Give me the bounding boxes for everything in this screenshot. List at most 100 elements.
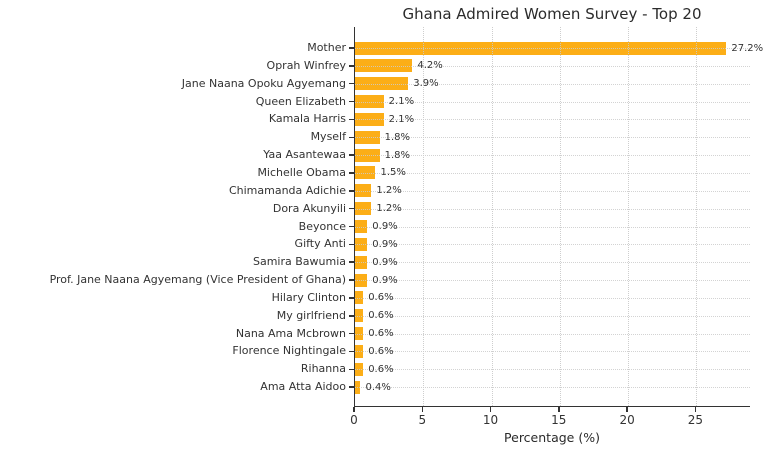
bar-value-label: 0.6% xyxy=(368,363,394,375)
y-tick-mark xyxy=(349,82,354,85)
bar-value-label: 1.5% xyxy=(380,167,406,179)
gridline-horizontal xyxy=(355,190,750,192)
bar-value-label: 2.1% xyxy=(388,113,415,125)
y-tick-mark xyxy=(349,243,354,246)
y-tick-mark xyxy=(349,368,354,371)
gridline-horizontal xyxy=(355,333,750,335)
y-tick-mark xyxy=(349,261,354,263)
y-tick-mark xyxy=(349,207,354,210)
category-label: Queen Elizabeth xyxy=(255,94,346,108)
bar-value-label: 0.9% xyxy=(372,274,398,286)
bar-value-label: 1.2% xyxy=(376,203,402,215)
y-tick-mark xyxy=(349,190,354,192)
y-tick-mark xyxy=(349,386,354,388)
bar-value-label: 3.9% xyxy=(413,78,439,90)
bar-value-label: 0.9% xyxy=(372,221,398,232)
bar-value-label: 0.9% xyxy=(372,238,398,250)
bar-value-label: 0.9% xyxy=(372,256,398,268)
category-label: Kamala Harris xyxy=(268,112,346,126)
category-label: Beyonce xyxy=(298,219,346,233)
x-tick-mark xyxy=(353,407,355,412)
x-tick-label: 0 xyxy=(350,413,358,427)
category-label: Prof. Jane Naana Agyemang (Vice Presiden… xyxy=(49,273,346,287)
y-tick-mark xyxy=(349,47,354,49)
category-label: Ama Atta Aidoo xyxy=(260,380,346,394)
bar-value-label: 0.6% xyxy=(368,345,394,357)
gridline-horizontal xyxy=(355,172,750,174)
bar-value-label: 1.2% xyxy=(376,185,402,197)
category-label: Myself xyxy=(310,130,346,144)
gridline-horizontal xyxy=(355,83,750,85)
category-label: Hilary Clinton xyxy=(271,290,346,304)
category-label: Chimamanda Adichie xyxy=(228,183,346,197)
gridline-horizontal xyxy=(355,280,750,282)
category-label: Oprah Winfrey xyxy=(266,58,346,72)
x-tick-label: 10 xyxy=(482,413,499,427)
gridline-vertical xyxy=(559,27,561,406)
gridline-horizontal xyxy=(355,137,750,139)
gridline-horizontal xyxy=(355,244,750,246)
gridline-vertical xyxy=(628,27,630,406)
bar-value-label: 2.1% xyxy=(388,96,415,108)
x-tick-mark xyxy=(489,407,492,412)
category-label: Florence Nightingale xyxy=(232,344,346,358)
category-label: My girlfriend xyxy=(276,308,346,322)
category-label: Gifty Anti xyxy=(294,237,346,251)
gridline-horizontal xyxy=(355,48,750,49)
y-tick-mark xyxy=(349,154,354,156)
bar-value-label: 0.6% xyxy=(368,310,394,322)
plot-area: 27.2% 4.2% 3.9% 2.1% 2.1% 1.8% 1.8% 1.5% 1.2% 1.2… xyxy=(354,27,763,407)
gridline-horizontal xyxy=(355,387,750,389)
x-tick-label: 5 xyxy=(418,413,427,427)
category-label: Nana Ama Mcbrown xyxy=(235,326,346,340)
gridline-horizontal xyxy=(355,262,750,264)
category-label: Rihanna xyxy=(300,362,346,376)
category-label: Dora Akunyili xyxy=(272,201,346,215)
gridline-vertical xyxy=(423,27,425,406)
y-tick-mark xyxy=(349,350,354,353)
gridline-horizontal xyxy=(355,297,750,299)
y-tick-mark xyxy=(349,315,354,317)
gridline-horizontal xyxy=(355,119,750,121)
y-tick-mark xyxy=(349,65,354,67)
x-tick-label: 15 xyxy=(551,413,567,427)
gridline-horizontal xyxy=(355,351,750,353)
category-label: Yaa Asantewaa xyxy=(263,148,346,162)
y-tick-mark xyxy=(349,100,354,103)
gridline-vertical xyxy=(696,27,698,406)
gridline-horizontal xyxy=(355,369,750,371)
y-tick-mark xyxy=(349,279,354,281)
bar-value-label: 0.6% xyxy=(368,328,394,340)
x-tick-label: 20 xyxy=(619,413,635,427)
bar-value-label: 27.2% xyxy=(731,42,764,54)
bar-value-label: 1.8% xyxy=(384,149,410,161)
gridline-horizontal xyxy=(355,208,750,210)
y-tick-mark xyxy=(349,332,354,335)
bar-value-label: 4.2% xyxy=(417,60,443,72)
y-tick-mark xyxy=(349,297,354,299)
gridline-horizontal xyxy=(355,65,750,67)
gridline-horizontal xyxy=(355,101,750,103)
x-tick-mark xyxy=(558,407,560,412)
category-label: Jane Naana Opoku Agyemang xyxy=(181,76,346,90)
category-label: Mother xyxy=(307,41,346,54)
bar-value-label: 1.8% xyxy=(384,131,410,143)
bar-value-label: 0.6% xyxy=(368,292,394,304)
x-tick-mark xyxy=(694,407,697,412)
gridline-vertical xyxy=(491,27,493,406)
x-tick-mark xyxy=(626,407,628,412)
gridline-horizontal xyxy=(355,155,750,157)
y-tick-mark xyxy=(349,118,354,121)
gridline-horizontal xyxy=(355,315,750,317)
category-label: Michelle Obama xyxy=(257,165,346,179)
x-axis-title: Percentage (%) xyxy=(504,430,600,445)
x-tick-label: 25 xyxy=(687,413,704,427)
y-tick-mark xyxy=(349,172,354,174)
category-label: Samira Bawumia xyxy=(252,255,346,269)
x-tick-mark xyxy=(421,407,424,412)
y-tick-mark xyxy=(349,225,354,228)
y-tick-mark xyxy=(349,136,354,138)
bar-value-label: 0.4% xyxy=(365,381,391,393)
gridline-horizontal xyxy=(355,226,750,228)
